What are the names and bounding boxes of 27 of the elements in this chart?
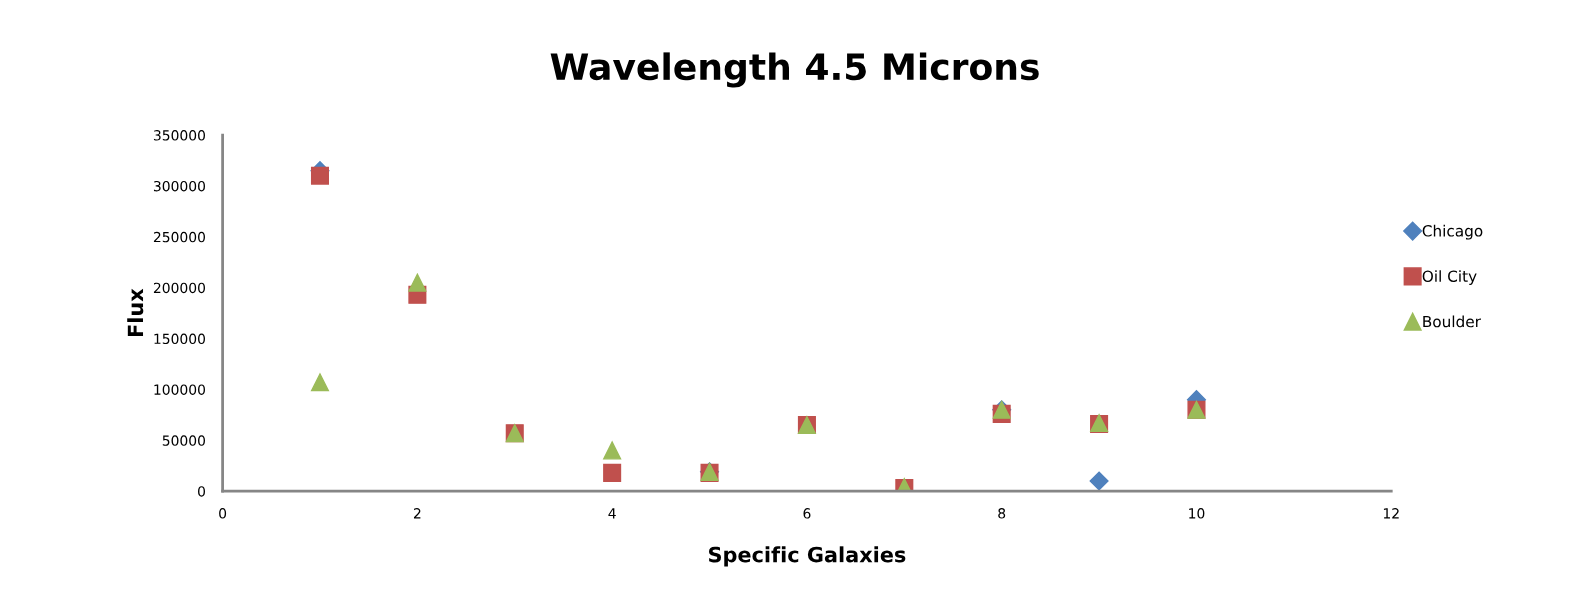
y-tick-label: 350000: [153, 130, 206, 141]
x-axis-title: Specific Galaxies: [709, 546, 906, 567]
x-tick-label: 12: [1383, 508, 1399, 519]
x-tick-label: 6: [803, 508, 811, 519]
y-tick-label: 0: [198, 486, 206, 497]
y-tick-label: 250000: [153, 231, 206, 243]
legend-label: Chicago: [1422, 224, 1483, 240]
x-tick-label: 10: [1189, 508, 1205, 519]
chart-title: Wavelength 4.5 Microns: [550, 52, 1039, 88]
y-tick-label: 100000: [154, 384, 206, 395]
y-tick-label: 200000: [153, 282, 206, 294]
x-tick-label: 4: [608, 508, 616, 519]
legend-label: Oil City: [1422, 270, 1477, 285]
y-axis-title: Flux: [127, 288, 144, 337]
point: [603, 441, 622, 460]
point: [310, 166, 330, 185]
x-tick-label: 2: [413, 508, 421, 519]
x-tick-label: 0: [219, 508, 227, 519]
y-tick-label: 300000: [153, 180, 206, 192]
y-tick-label: 50000: [162, 435, 206, 446]
legend-label: Boulder: [1423, 315, 1481, 328]
point: [310, 373, 330, 392]
point: [603, 463, 622, 482]
x-tick-label: 8: [998, 508, 1006, 519]
y-tick-label: 150000: [154, 333, 206, 345]
point: [408, 273, 427, 292]
point: [1089, 471, 1109, 491]
